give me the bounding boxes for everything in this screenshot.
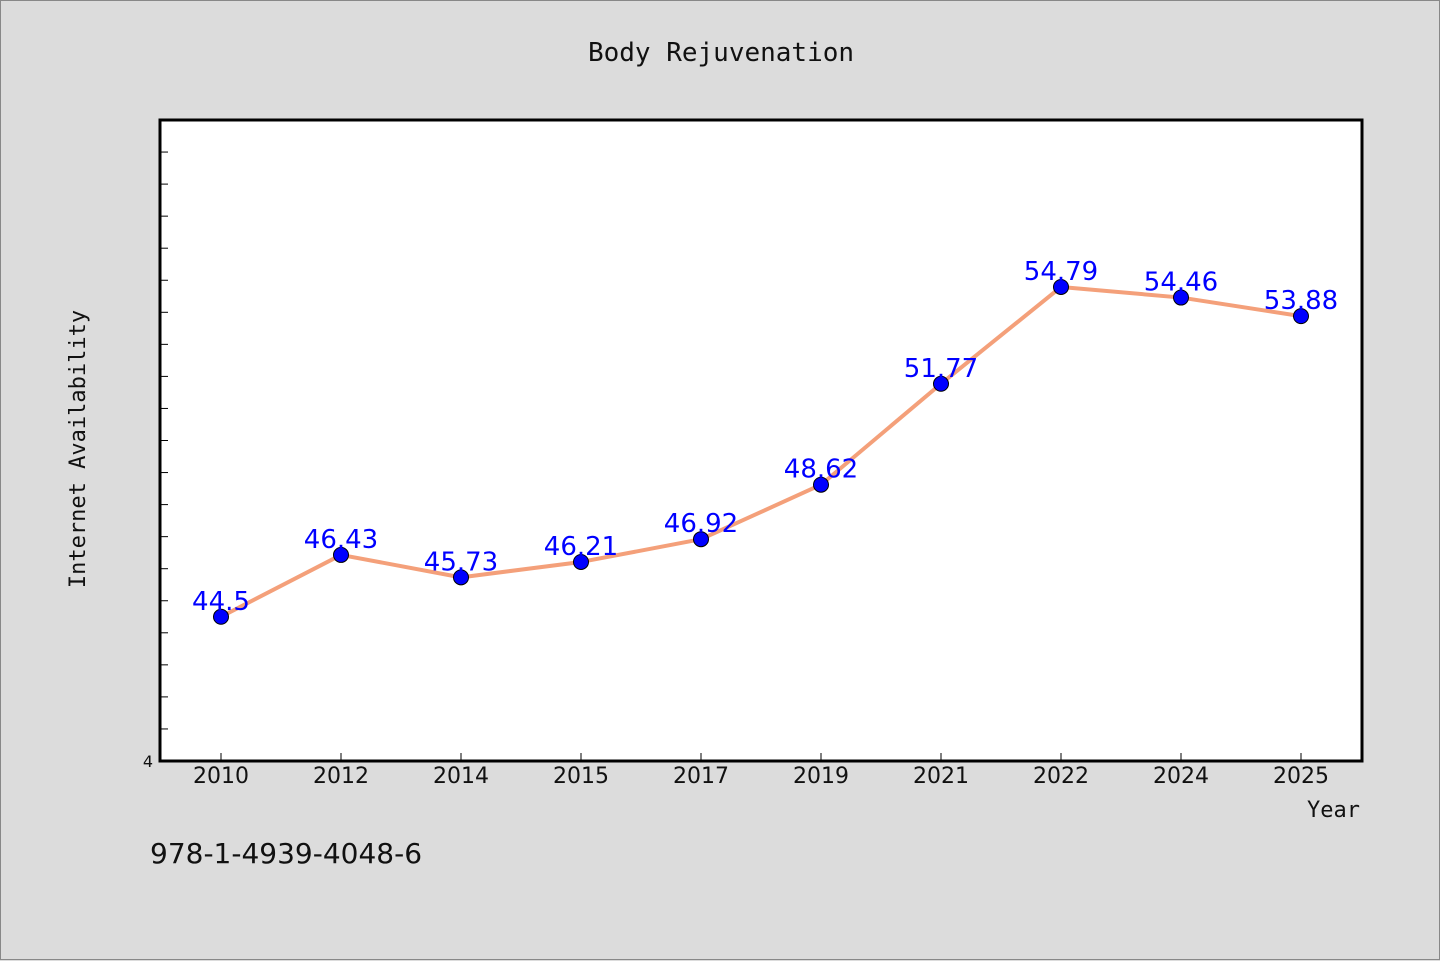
x-tick-label: 2015 xyxy=(553,764,609,789)
data-point xyxy=(573,553,589,570)
data-point xyxy=(693,531,709,548)
data-label: 44.5 xyxy=(192,587,250,617)
data-label: 51.77 xyxy=(904,354,978,384)
data-point xyxy=(453,569,469,586)
x-tick-label: 2012 xyxy=(313,764,369,789)
x-tick-label: 2024 xyxy=(1153,764,1209,789)
data-point xyxy=(333,546,349,563)
chart-title: Body Rejuvenation xyxy=(588,38,854,68)
isbn-text: 978-1-4939-4048-6 xyxy=(150,837,422,870)
data-label: 48.62 xyxy=(784,455,858,485)
y-axis-label: Internet Availability xyxy=(66,310,91,588)
x-tick-label: 2021 xyxy=(913,764,969,789)
x-tick-label: 2017 xyxy=(673,764,729,789)
data-point xyxy=(933,375,949,392)
y-axis-ticks xyxy=(160,151,168,730)
data-label: 46.43 xyxy=(304,525,378,555)
x-tick-label: 2010 xyxy=(193,764,249,789)
x-tick-label: 2025 xyxy=(1273,764,1329,789)
data-label: 46.21 xyxy=(544,532,618,562)
data-label: 54.79 xyxy=(1024,257,1098,287)
data-point xyxy=(1173,289,1189,306)
y-min-tick-label: 4 xyxy=(143,752,153,771)
data-point xyxy=(213,608,229,625)
x-axis-ticks: 2010 2012 2014 2015 2017 2019 2021 2022 2024 2025 xyxy=(193,753,1329,789)
data-label: 54.46 xyxy=(1144,268,1218,298)
x-tick-label: 2022 xyxy=(1033,764,1089,789)
data-point xyxy=(1053,278,1069,295)
series-group: 44.5 46.43 45.73 46.21 46.92 48.62 51.77 54.79 5… xyxy=(192,257,1338,625)
data-point xyxy=(1293,308,1309,325)
data-label: 53.88 xyxy=(1264,286,1338,316)
data-point xyxy=(813,476,829,493)
series-line xyxy=(220,284,1302,619)
data-label: 46.92 xyxy=(664,509,738,539)
x-axis-label: Year xyxy=(1307,798,1360,823)
x-tick-label: 2019 xyxy=(793,764,849,789)
x-tick-label: 2014 xyxy=(433,764,489,789)
data-label: 45.73 xyxy=(424,547,498,577)
plot-area xyxy=(158,118,1364,763)
